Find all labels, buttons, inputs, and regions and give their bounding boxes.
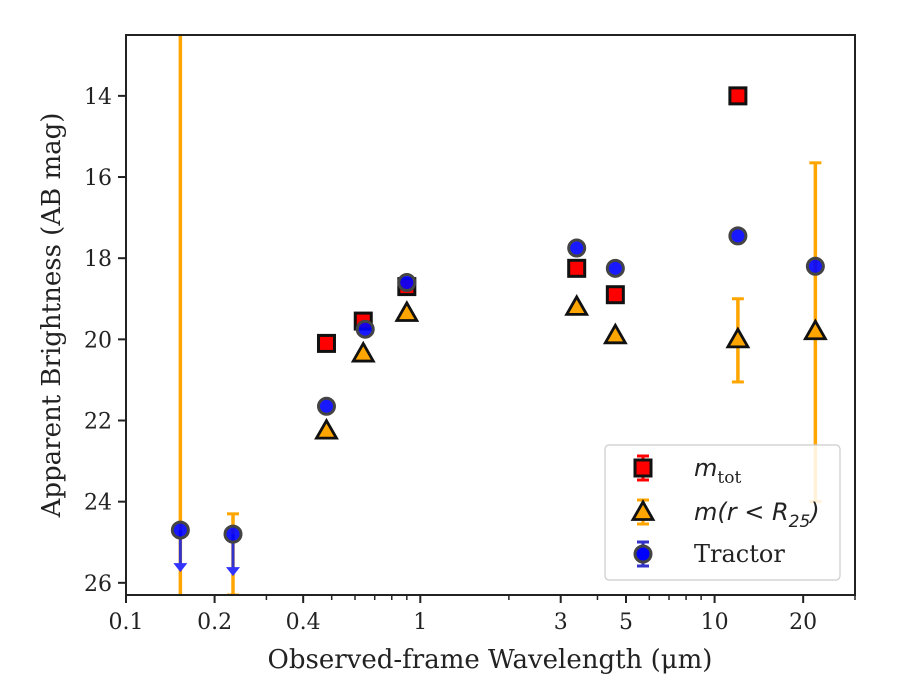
- legend-label-mr25: m(r < R25): [694, 498, 820, 532]
- mr25-point-8: [802, 318, 828, 341]
- y-tick-label-1: 16: [84, 166, 112, 191]
- x-tick-label-4: 3: [554, 610, 568, 635]
- y-tick-label-2: 18: [84, 247, 112, 272]
- x-tick-label-1: 0.2: [197, 610, 232, 635]
- tractor-point-4: [397, 273, 417, 293]
- mtot-point-4: [605, 285, 625, 305]
- tractor-point-5: [567, 238, 587, 258]
- x-tick-label-5: 5: [619, 610, 633, 635]
- tractor-point-2: [316, 396, 336, 416]
- x-tick-label-3: 1: [413, 610, 427, 635]
- mtot-point-3: [567, 258, 587, 278]
- legend-marker-tractor: [633, 544, 653, 564]
- x-tick-label-7: 20: [789, 610, 817, 635]
- y-tick-label-0: 14: [84, 85, 112, 110]
- legend-box: [604, 444, 841, 581]
- tractor-point-8: [805, 256, 825, 276]
- tractor-limit-arrow-0: [173, 563, 188, 573]
- legend: mtot m(r < R25) Tractor: [604, 444, 841, 581]
- tractor-point-3: [355, 319, 375, 339]
- tractor-point-6: [605, 258, 625, 278]
- plot-frame: [125, 34, 856, 596]
- plot-area: [170, 35, 828, 595]
- mr25-point-6: [602, 322, 628, 345]
- x-tick-label-6: 10: [701, 610, 729, 635]
- legend-marker-mtot: [633, 458, 653, 478]
- tractor-point-1: [223, 524, 243, 544]
- tractor-point-7: [728, 226, 748, 246]
- axes: 0.1 0.2 0.4 1 3 5 10 20 14 16 18 20 22 24 26: [84, 34, 856, 635]
- x-axis-label: Observed-frame Wavelength (μm): [268, 645, 713, 675]
- legend-label-tractor: Tractor: [694, 540, 785, 568]
- y-tick-label-3: 20: [84, 328, 112, 353]
- tractor-limit-arrow-1: [226, 567, 241, 577]
- mr25-point-7: [725, 326, 751, 349]
- legend-marker-mr25: [630, 499, 656, 521]
- mr25-point-5: [564, 294, 590, 316]
- mtot-point-5: [728, 86, 748, 106]
- x-tick-label-0: 0.1: [109, 610, 144, 635]
- y-tick-label-5: 24: [84, 491, 112, 516]
- x-tick-label-2: 0.4: [286, 610, 321, 635]
- y-tick-label-6: 26: [84, 572, 112, 597]
- mr25-point-2: [314, 417, 339, 440]
- y-axis-label: Apparent Brightness (AB mag): [37, 113, 67, 519]
- tractor-point-0: [170, 520, 190, 540]
- mtot-point-0: [316, 333, 336, 353]
- y-tick-label-4: 22: [84, 410, 112, 435]
- legend-label-mtot: mtot: [694, 454, 741, 488]
- mr25-point-4: [394, 300, 420, 322]
- mr25-point-3: [350, 340, 376, 363]
